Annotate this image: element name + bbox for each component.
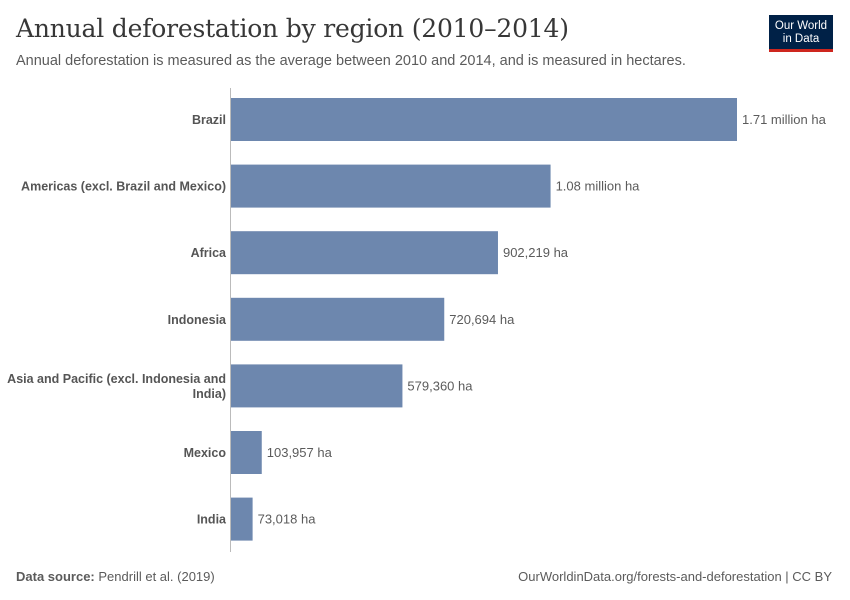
category-label-asia-and-pacific-excl-indonesia-and-india-line-1: Asia and Pacific (excl. Indonesia and	[7, 372, 226, 386]
data-source: Data source: Pendrill et al. (2019)	[16, 569, 215, 584]
bar-brazil[interactable]	[231, 98, 737, 141]
bar-india[interactable]	[231, 497, 253, 541]
value-label-asia-and-pacific-excl-indonesia-and-india: 579,360 ha	[407, 378, 473, 393]
bar-asia-and-pacific-excl-indonesia-and-india[interactable]	[231, 364, 403, 408]
category-label-africa: Africa	[191, 246, 227, 260]
category-label-mexico: Mexico	[184, 446, 227, 460]
logo-line-1: Our World	[774, 20, 828, 32]
source-url[interactable]: OurWorldinData.org/forests-and-deforesta…	[518, 569, 832, 584]
bar-africa[interactable]	[231, 231, 498, 275]
value-label-americas-excl-brazil-and-mexico: 1.08 million ha	[556, 179, 641, 194]
chart-title: Annual deforestation by region (2010–201…	[16, 14, 569, 43]
bar-mexico[interactable]	[231, 431, 262, 474]
data-source-label: Data source:	[16, 569, 95, 584]
category-label-americas-excl-brazil-and-mexico: Americas (excl. Brazil and Mexico)	[21, 180, 226, 194]
category-label-indonesia: Indonesia	[168, 313, 227, 327]
owid-logo[interactable]: Our World in Data	[769, 15, 833, 52]
category-label-asia-and-pacific-excl-indonesia-and-india-line-2: India)	[193, 387, 226, 401]
value-label-africa: 902,219 ha	[503, 245, 569, 260]
value-label-india: 73,018 ha	[258, 512, 317, 527]
value-label-indonesia: 720,694 ha	[449, 312, 515, 327]
chart-subtitle: Annual deforestation is measured as the …	[16, 53, 686, 69]
category-label-brazil: Brazil	[192, 113, 226, 127]
bar-indonesia[interactable]	[231, 297, 445, 341]
value-label-mexico: 103,957 ha	[267, 445, 333, 460]
bars-group: Brazil 1.71 million ha Americas (excl. Bra…	[7, 98, 827, 541]
logo-line-2: in Data	[782, 33, 820, 45]
data-source-text: Pendrill et al. (2019)	[98, 569, 215, 584]
bar-americas-excl-brazil-and-mexico[interactable]	[231, 164, 551, 208]
category-label-india: India	[197, 513, 227, 527]
value-label-brazil: 1.71 million ha	[742, 112, 827, 127]
